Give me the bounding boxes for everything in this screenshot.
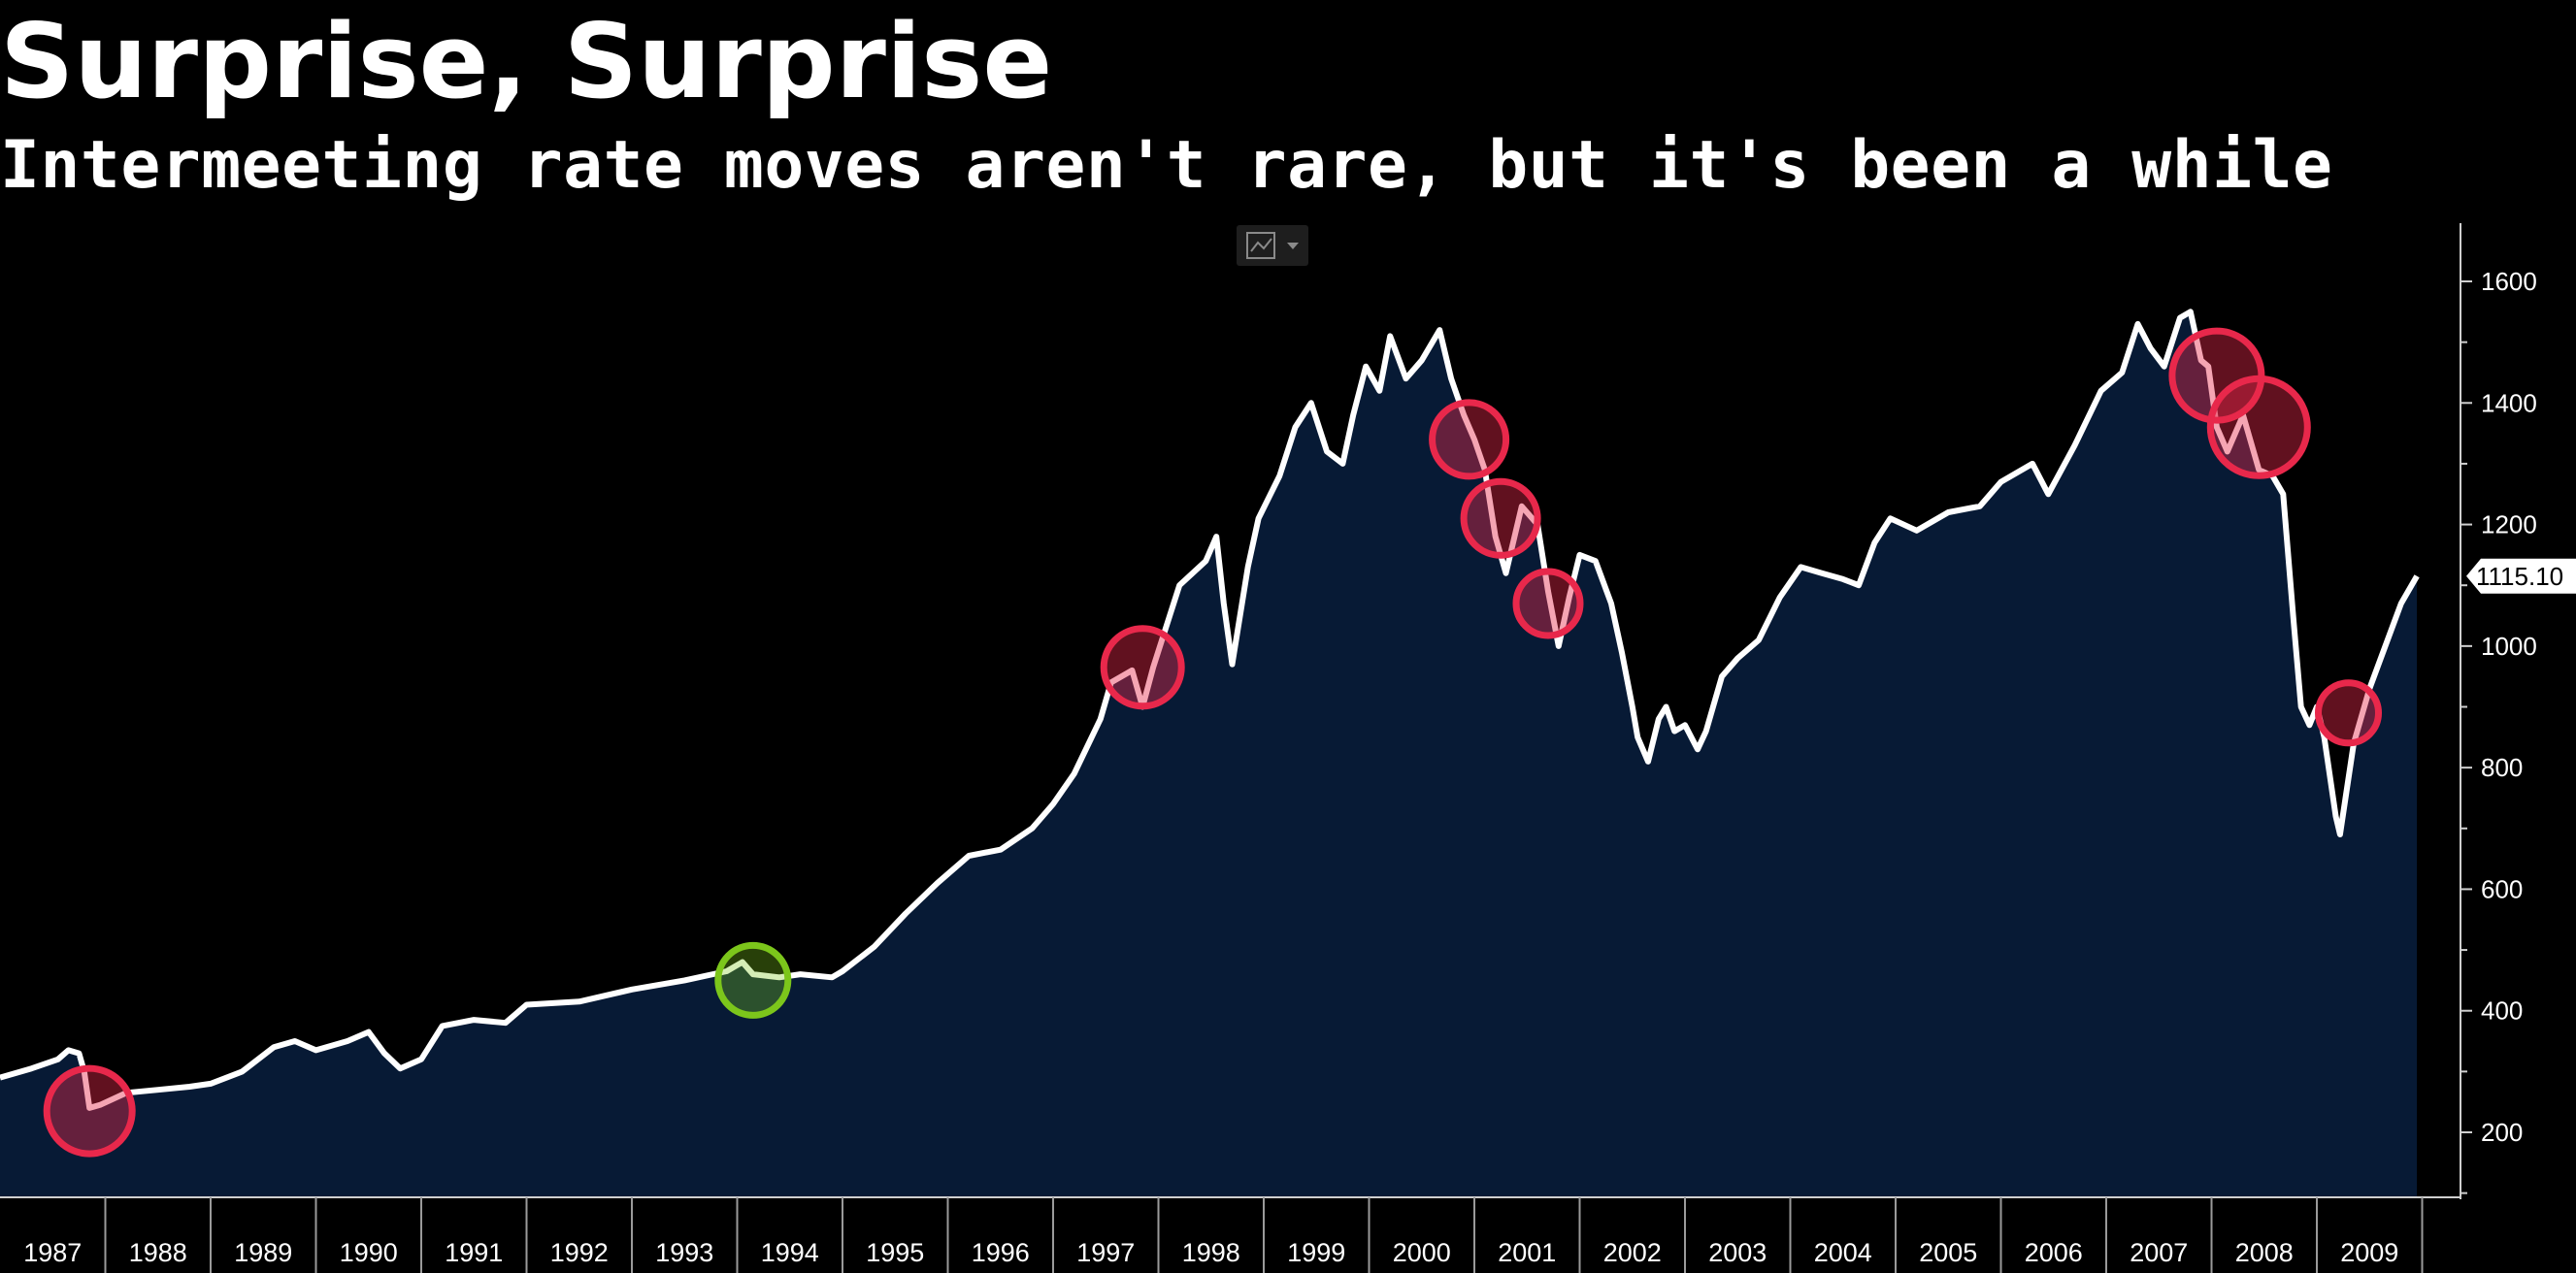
chart-type-button[interactable]	[1237, 225, 1308, 266]
series-line	[0, 309, 2420, 1111]
rate-cut-marker	[1429, 399, 1510, 480]
y-tick-label: 1400	[2481, 388, 2537, 417]
rate-cut-marker	[43, 1064, 136, 1158]
rate-hike-marker	[714, 941, 792, 1019]
x-tick-label: 1997	[1076, 1238, 1135, 1267]
annotation-markers	[43, 327, 2382, 1158]
series-area-fill	[0, 311, 2418, 1197]
x-tick-label: 1996	[972, 1238, 1030, 1267]
chart-subtitle: Intermeeting rate moves aren't rare, but…	[0, 127, 2333, 204]
x-tick-label: 1993	[655, 1238, 713, 1267]
x-tick-label: 1991	[445, 1238, 503, 1267]
x-tick-label: 2000	[1393, 1238, 1451, 1267]
rate-cut-marker	[2206, 375, 2311, 479]
x-tick-label: 1999	[1287, 1238, 1345, 1267]
chart-type-toolbar[interactable]	[1237, 225, 1308, 266]
x-axis: 1987 1988 1989 1990 1991 1992 1993 1994 1995 1996…	[0, 1196, 2460, 1273]
chevron-down-icon[interactable]	[1287, 243, 1299, 249]
last-value-tag	[2466, 558, 2576, 594]
x-tick-label: 1995	[866, 1238, 924, 1267]
x-tick-label: 2002	[1603, 1238, 1662, 1267]
line-chart-icon	[1246, 232, 1275, 259]
x-tick-label: 1990	[340, 1238, 398, 1267]
last-value-label: 1115.10	[2476, 562, 2563, 591]
x-tick-label: 1994	[761, 1238, 819, 1267]
rate-cut-marker	[1460, 477, 1541, 559]
y-tick-label: 1600	[2481, 267, 2537, 296]
plot-area	[0, 309, 2420, 1197]
y-tick-label: 1000	[2481, 632, 2537, 661]
y-tick-label: 600	[2481, 874, 2523, 903]
x-tick-label: 2006	[2025, 1238, 2083, 1267]
x-tick-label: 1998	[1182, 1238, 1240, 1267]
x-tick-label: 2007	[2130, 1238, 2188, 1267]
x-tick-label: 1992	[550, 1238, 609, 1267]
x-tick-label: 1989	[234, 1238, 292, 1267]
x-tick-label: 2001	[1498, 1238, 1556, 1267]
chart-title: Surprise, Surprise	[0, 2, 1053, 121]
x-tick-label: 2009	[2340, 1238, 2398, 1267]
y-axis: 200 400 600 800 1000 1200 1400 1600 1115.10	[2460, 223, 2576, 1199]
rate-cut-marker	[1100, 625, 1185, 710]
y-tick-label: 200	[2481, 1118, 2523, 1147]
x-tick-label: 2005	[1919, 1238, 1977, 1267]
y-tick-label: 800	[2481, 753, 2523, 782]
y-tick-label: 1200	[2481, 510, 2537, 539]
rate-cut-marker	[2315, 679, 2382, 747]
x-tick-label: 2003	[1708, 1238, 1767, 1267]
x-tick-label: 2008	[2235, 1238, 2294, 1267]
y-tick-label: 400	[2481, 996, 2523, 1026]
x-tick-label: 1988	[129, 1238, 187, 1267]
x-tick-label: 2004	[1814, 1238, 1872, 1267]
x-tick-label: 1987	[23, 1238, 82, 1267]
rate-cut-marker	[1512, 568, 1584, 639]
